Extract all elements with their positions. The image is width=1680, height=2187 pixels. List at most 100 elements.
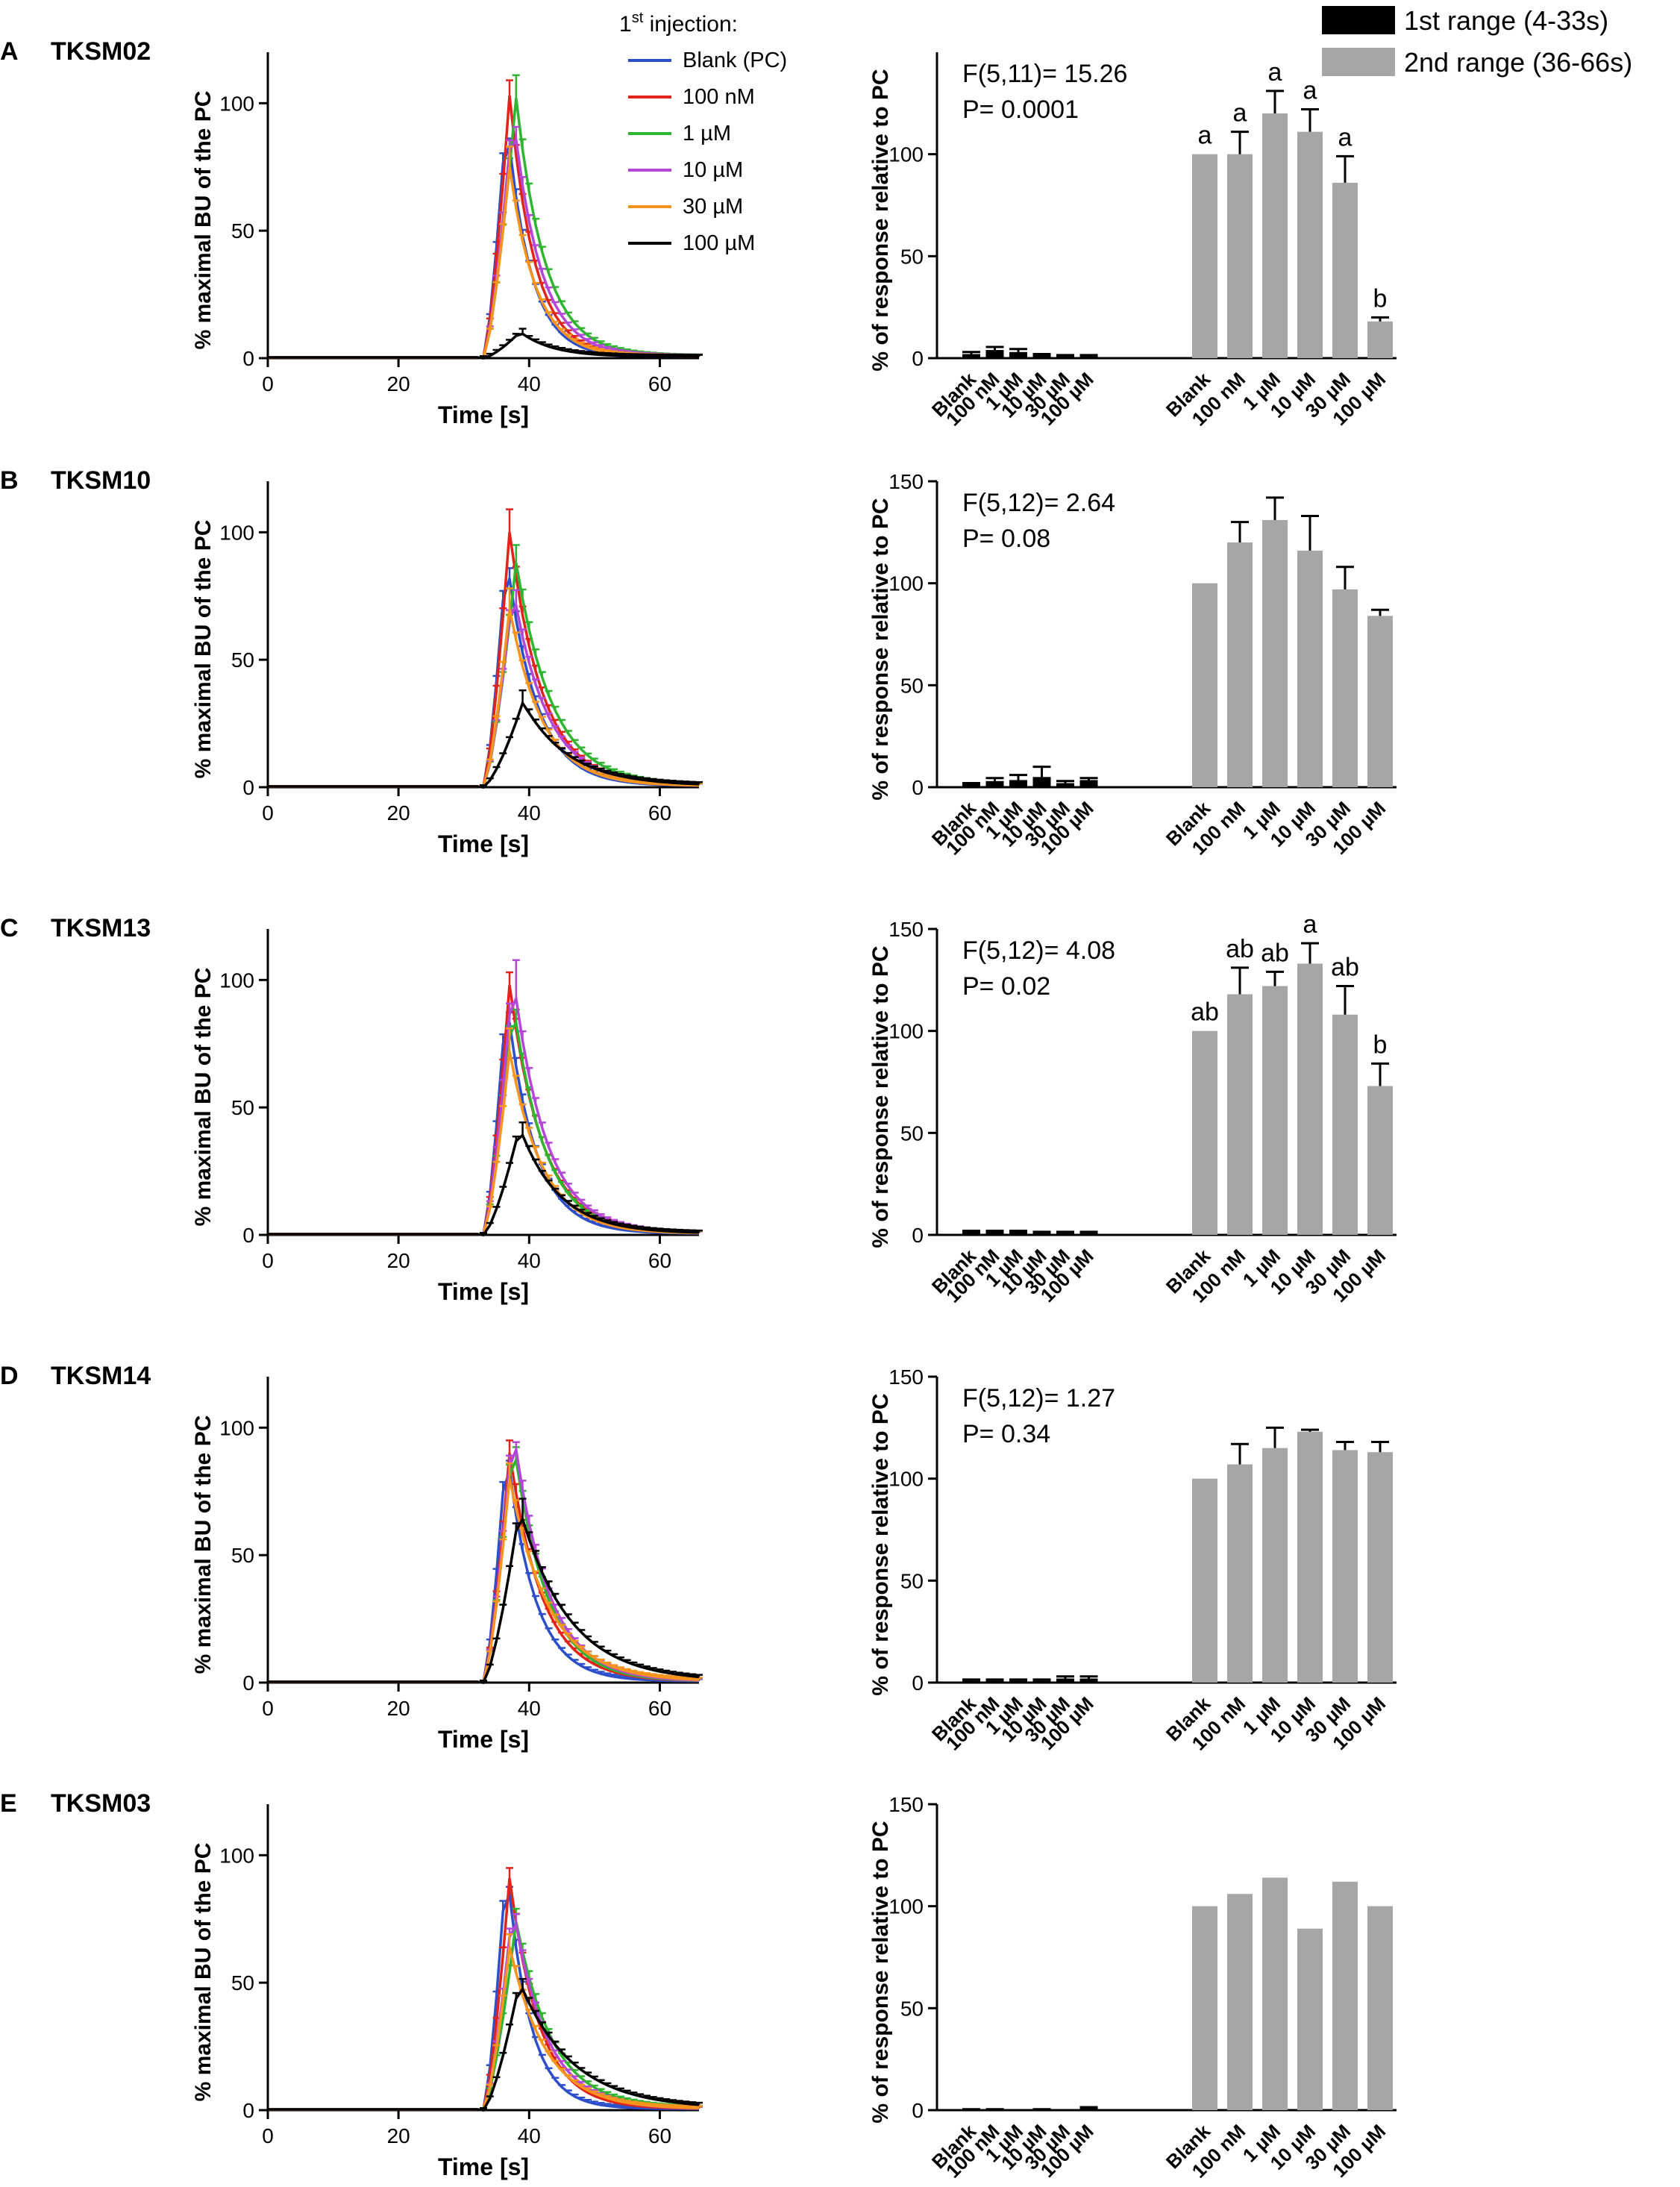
x-axis-label: Time [s] bbox=[438, 1726, 529, 1753]
x-tick-label: 60 bbox=[648, 1249, 671, 1272]
bar-y-axis-label: % of response relative to PC bbox=[868, 498, 893, 800]
series-line-um10 bbox=[268, 135, 700, 360]
series-nm100 bbox=[268, 971, 703, 1236]
series-line-um30 bbox=[268, 166, 699, 360]
series-line-blank bbox=[268, 1470, 700, 1684]
bar-y-tick-label: 50 bbox=[900, 245, 924, 268]
series-line-um30 bbox=[268, 608, 700, 789]
panels: A TKSM02 0 50 100 0 20 40 60 Time [s] % maximal BU… bbox=[0, 37, 1397, 2183]
bar-range2-3 bbox=[1297, 131, 1323, 358]
bar-y-axis-label: % of response relative to PC bbox=[868, 1393, 893, 1695]
x-tick-label: 20 bbox=[387, 2124, 410, 2147]
significance-letter: a bbox=[1268, 58, 1282, 87]
y-tick-label: 50 bbox=[231, 648, 254, 672]
significance-letter: a bbox=[1338, 123, 1353, 151]
y-tick-label: 0 bbox=[242, 1671, 254, 1695]
bar-chart: 0 50 100 150 % of response relative to PC F(5… bbox=[868, 470, 1397, 860]
y-tick-label: 0 bbox=[242, 1224, 254, 1247]
series-um10 bbox=[268, 1441, 703, 1684]
series-um100 bbox=[268, 1121, 703, 1236]
bar-range1-3 bbox=[1032, 1233, 1051, 1235]
y-tick-label: 100 bbox=[219, 521, 254, 544]
bar-range1-1 bbox=[985, 780, 1004, 787]
bar-range1-4 bbox=[1056, 783, 1074, 787]
legend-swatch-range1 bbox=[1322, 6, 1395, 34]
bar-y-tick-label: 50 bbox=[900, 1997, 924, 2020]
bar-y-tick-label: 100 bbox=[888, 572, 924, 595]
bar-chart: 0 50 100 150 % of response relative to PC F(5… bbox=[868, 910, 1397, 1307]
bar-range1-0 bbox=[962, 1231, 980, 1235]
bar-range1-4 bbox=[1056, 1678, 1074, 1683]
series-nm100 bbox=[268, 79, 703, 360]
bar-y-tick-label: 150 bbox=[888, 918, 924, 941]
bar-range1-2 bbox=[1009, 2109, 1027, 2110]
series-blank bbox=[268, 1011, 703, 1236]
legend-label-range1: 1st range (4-33s) bbox=[1404, 5, 1608, 36]
panel-E: E TKSM03 0 50 100 0 20 40 60 Time [s] % maximal BU… bbox=[0, 1789, 1397, 2183]
bar-range2-2 bbox=[1262, 986, 1288, 1235]
bar-y-tick-label: 150 bbox=[888, 1365, 924, 1389]
bar-range1-2 bbox=[1009, 1231, 1027, 1235]
y-tick-label: 0 bbox=[242, 776, 254, 799]
bar-range2-1 bbox=[1227, 994, 1253, 1235]
panel-C: C TKSM13 0 50 100 0 20 40 60 Time [s] % maximal BU… bbox=[0, 910, 1397, 1307]
line-chart: 0 50 100 0 20 40 60 Time [s] % maximal BU of the… bbox=[191, 1377, 703, 1753]
x-tick-label: 20 bbox=[387, 801, 410, 825]
bar-range2-2 bbox=[1262, 519, 1288, 787]
panel-letter: C bbox=[0, 914, 19, 942]
bar-range2-5 bbox=[1367, 1452, 1393, 1683]
series-line-blank bbox=[268, 578, 700, 789]
line-chart: 0 50 100 0 20 40 60 Time [s] % maximal BU of the… bbox=[191, 1804, 703, 2180]
stat-p: P= 0.02 bbox=[962, 972, 1050, 1001]
bar-y-tick-label: 100 bbox=[888, 1468, 924, 1491]
y-tick-label: 50 bbox=[231, 1096, 254, 1119]
bar-range1-0 bbox=[962, 2108, 980, 2110]
x-tick-label: 20 bbox=[387, 1697, 410, 1720]
panel-letter: B bbox=[0, 466, 19, 495]
series-line-um1 bbox=[268, 98, 700, 360]
x-tick-label: 20 bbox=[387, 1249, 410, 1272]
bar-chart: 0 50 100 150 % of response relative to PC F(5… bbox=[868, 1365, 1397, 1755]
bar-range1-3 bbox=[1032, 2108, 1051, 2110]
x-tick-label: 40 bbox=[518, 1249, 541, 1272]
series-um10 bbox=[268, 1913, 703, 2112]
series-um100 bbox=[268, 689, 703, 789]
series-um100 bbox=[268, 1977, 703, 2112]
bar-y-tick-label: 100 bbox=[888, 1895, 924, 1918]
bar-y-tick-label: 150 bbox=[888, 1793, 924, 1816]
bar-range1-0 bbox=[962, 783, 980, 787]
x-tick-label: 40 bbox=[518, 2124, 541, 2147]
panel-compound: TKSM13 bbox=[51, 914, 151, 942]
y-tick-label: 100 bbox=[219, 92, 254, 115]
bar-range1-4 bbox=[1056, 356, 1074, 358]
bar-y-tick-label: 100 bbox=[888, 143, 924, 166]
series-nm100 bbox=[268, 1867, 703, 2112]
significance-letter: a bbox=[1303, 77, 1317, 105]
bar-range1-3 bbox=[1032, 777, 1051, 787]
bar-range2-0 bbox=[1192, 1030, 1217, 1235]
bar-range2-4 bbox=[1332, 1881, 1358, 2110]
bar-range2-5 bbox=[1367, 616, 1393, 787]
line-chart: 0 50 100 0 20 40 60 Time [s] % maximal BU of the… bbox=[191, 52, 703, 428]
panel-compound: TKSM14 bbox=[51, 1362, 151, 1390]
series-line-um100 bbox=[268, 1515, 700, 1684]
significance-letter: a bbox=[1198, 122, 1212, 150]
stat-f: F(5,12)= 4.08 bbox=[962, 936, 1115, 965]
bar-y-tick-label: 0 bbox=[912, 2099, 924, 2122]
series-um30 bbox=[268, 1462, 703, 1684]
bar-range2-0 bbox=[1192, 583, 1217, 787]
bar-range2-2 bbox=[1262, 113, 1288, 358]
legend-swatch-range2 bbox=[1322, 48, 1395, 76]
x-tick-label: 40 bbox=[518, 1697, 541, 1720]
series-line-um1 bbox=[268, 1018, 700, 1236]
bar-range1-3 bbox=[1032, 354, 1051, 358]
bar-range2-0 bbox=[1192, 154, 1217, 358]
series-line-um1 bbox=[268, 562, 700, 789]
x-tick-label: 0 bbox=[262, 372, 274, 395]
stat-f: F(5,12)= 1.27 bbox=[962, 1384, 1115, 1412]
bar-y-tick-label: 50 bbox=[900, 1569, 924, 1592]
panel-letter: E bbox=[0, 1789, 17, 1818]
series-line-um30 bbox=[268, 1051, 700, 1236]
bar-range1-4 bbox=[1056, 1233, 1074, 1235]
bar-range1-0 bbox=[962, 354, 980, 358]
